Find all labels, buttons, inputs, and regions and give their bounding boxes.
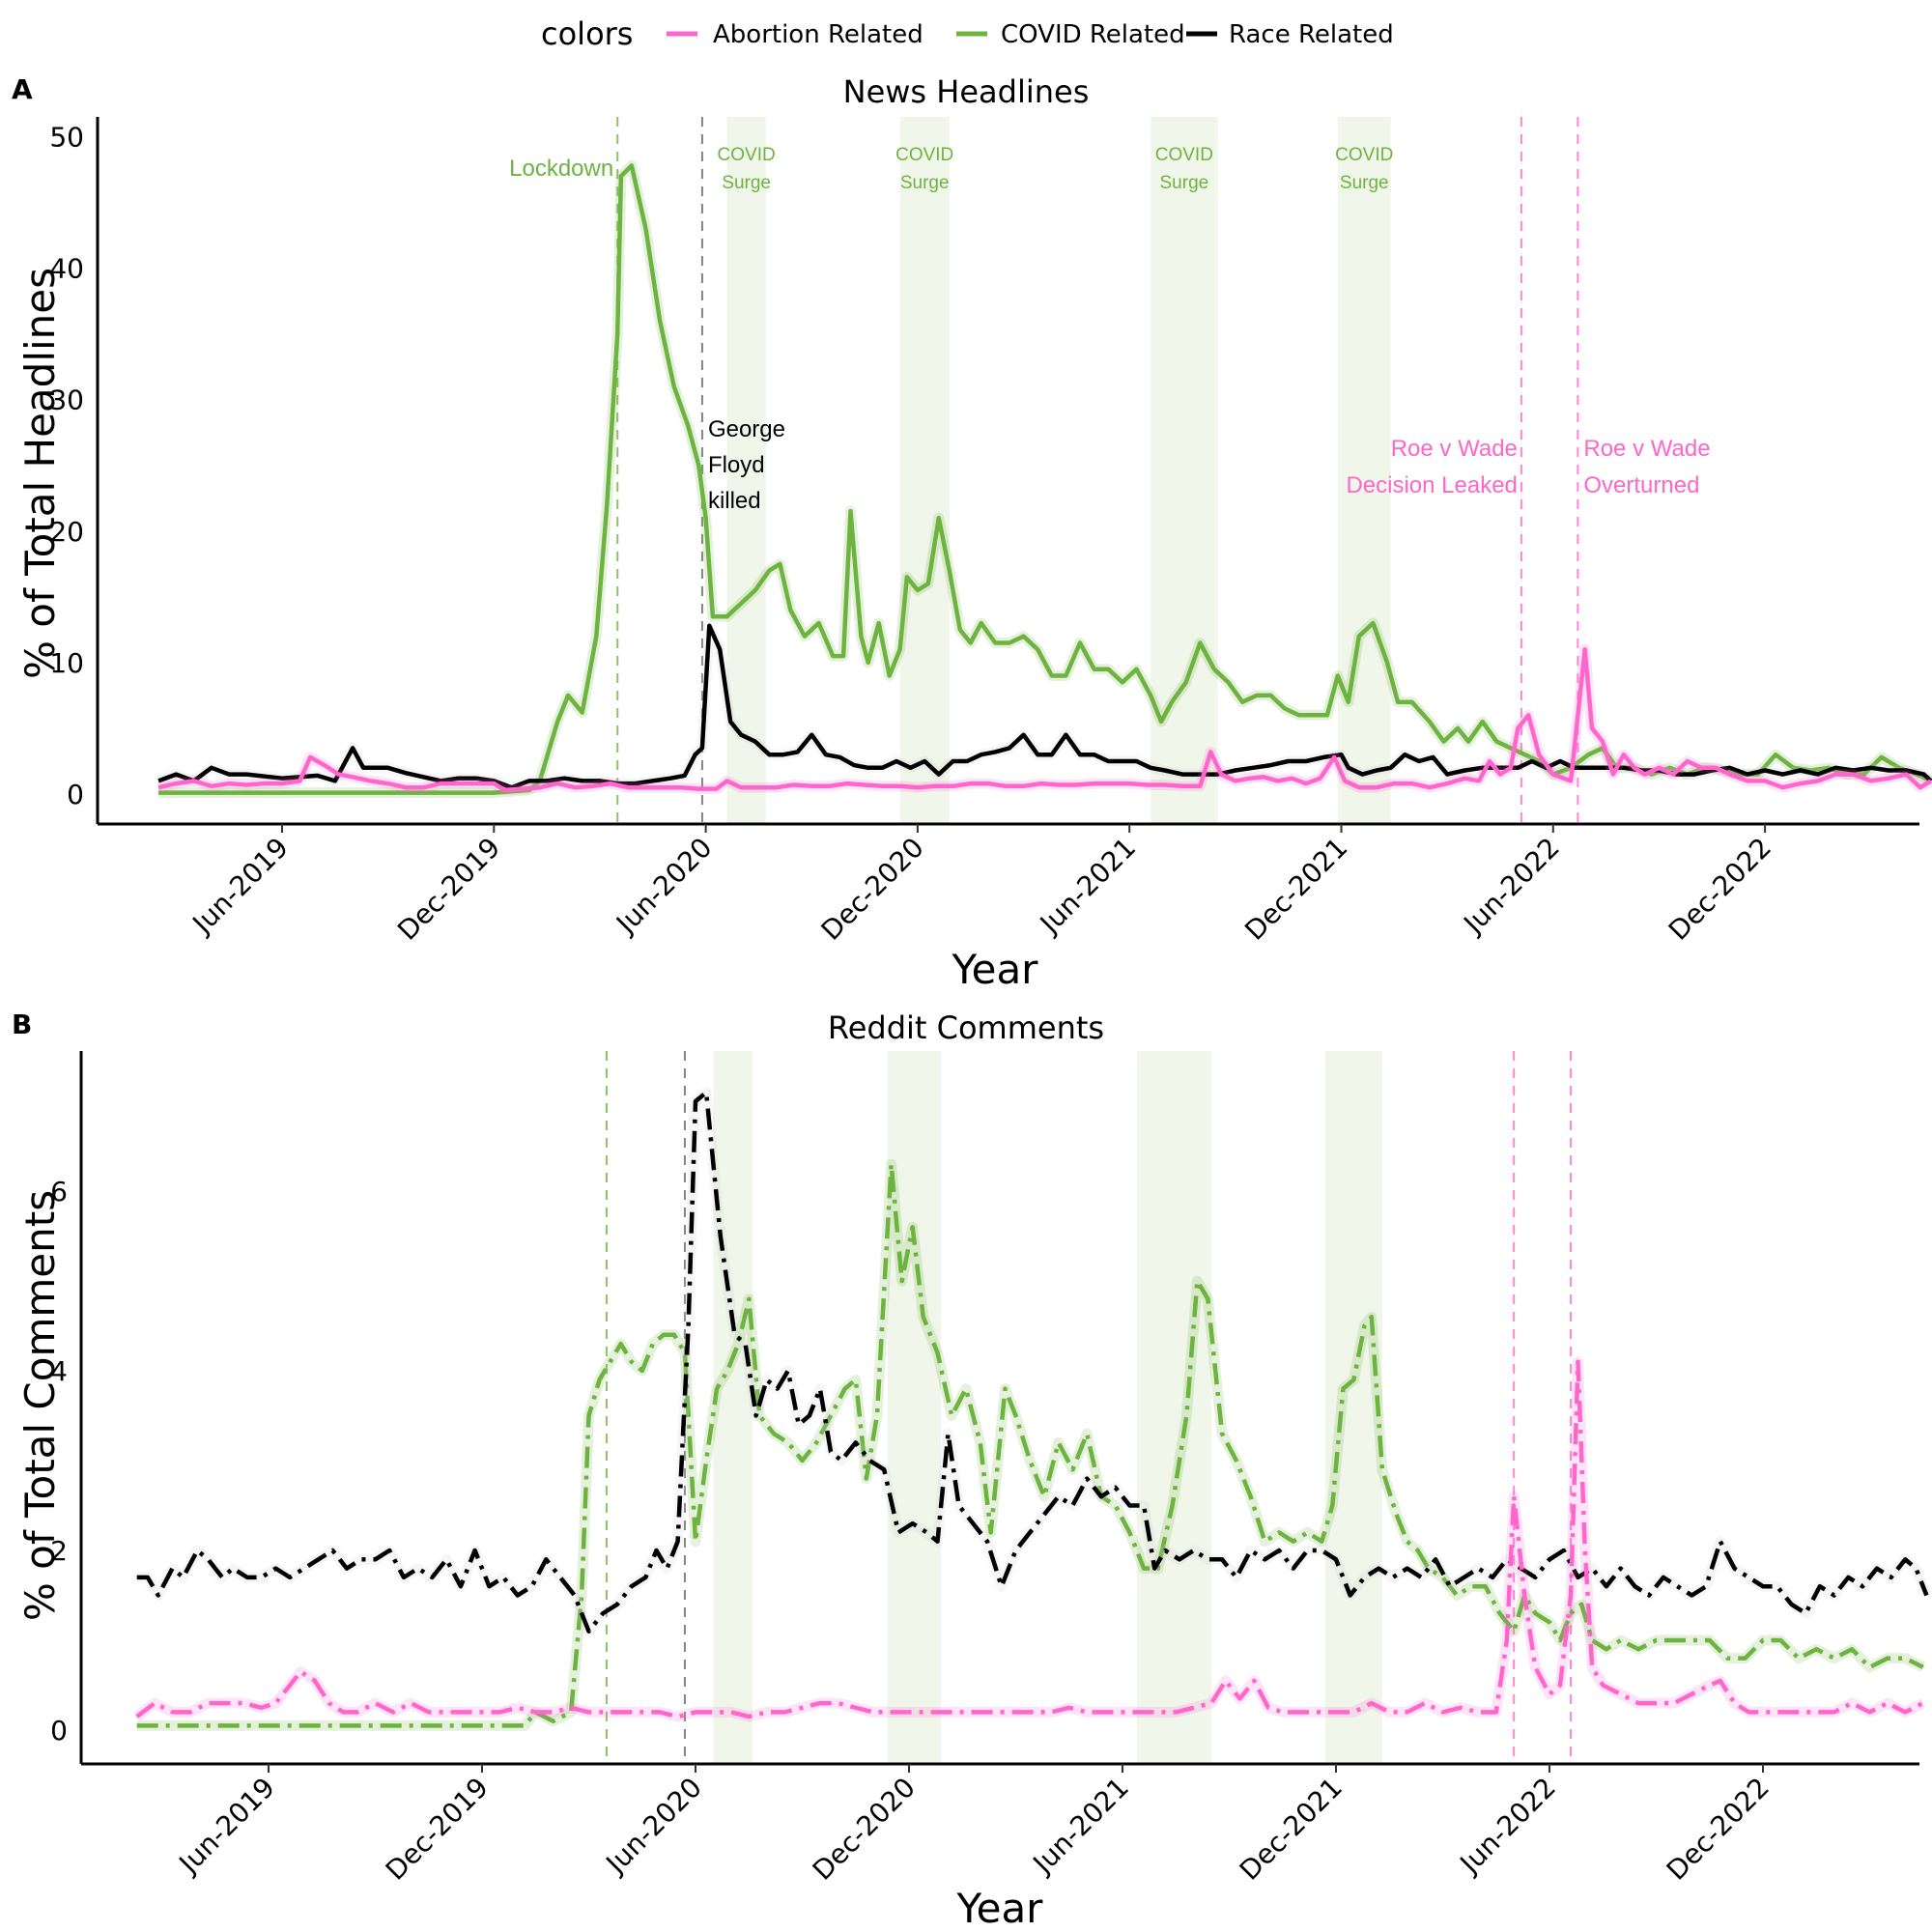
panel-a-x-tick-label: Dec-2019 — [391, 832, 506, 947]
panel-b-x-tick-label: Jun-2020 — [599, 1772, 708, 1881]
event-label: Lockdown — [509, 156, 613, 182]
legend: colors Abortion Related COVID Related Ra… — [541, 15, 1394, 52]
panel-a-x-tick-label: Jun-2019 — [185, 832, 295, 941]
panel-a-series-race-related — [157, 623, 1932, 790]
panel-b-y-tick-label: 2 — [50, 1535, 68, 1567]
panel-a-y-tick-label: 50 — [49, 121, 84, 153]
legend-title: colors — [541, 15, 633, 52]
covid-surge-label: COVID — [895, 145, 953, 165]
panel-b-y-tick-label: 4 — [50, 1355, 68, 1387]
panel-b-series-abortion-related — [135, 1359, 1924, 1719]
panel-a-y-tick-label: 40 — [49, 253, 84, 285]
panel-a-y-tick-label: 10 — [49, 647, 84, 679]
panel-a-x-axis-title: Year — [952, 946, 1039, 993]
panel-b-x-tick-label: Jun-2019 — [172, 1772, 281, 1881]
event-label: Overturned — [1583, 472, 1699, 498]
panel-b-covid-surge-band — [713, 1051, 753, 1764]
panel-a-title: News Headlines — [843, 73, 1090, 110]
panel-b-x-tick-label: Jun-2022 — [1453, 1772, 1562, 1881]
panel-a-x-tick-label: Dec-2022 — [1662, 832, 1777, 947]
legend-label-race: Race Related — [1229, 20, 1394, 49]
panel-a-x-tick-label: Jun-2021 — [1033, 832, 1142, 941]
panel-a-covid-surge-band — [1151, 117, 1218, 824]
panel-a-y-axis-title: % of Total Headlines — [16, 268, 64, 679]
panel-a-y-tick-label: 20 — [49, 516, 84, 548]
panel-a-x-tick-label: Dec-2020 — [815, 832, 930, 947]
panel-b-y-tick-label: 6 — [50, 1176, 68, 1208]
panel-a-covid-surge-band — [726, 117, 766, 824]
panel-a-x-tick-label: Jun-2022 — [1457, 832, 1566, 941]
panel-b-y-axis-title: % of Total Comments — [16, 1190, 64, 1621]
legend-label-abortion: Abortion Related — [713, 20, 923, 49]
covid-surge-label: Surge — [900, 173, 950, 193]
panel-b-reddit-comments: B Reddit Comments 0 2 4 6 Jun-2019 Dec-2019 Ju… — [12, 1009, 1932, 1932]
panel-b-x-tick-label: Dec-2019 — [380, 1772, 495, 1887]
panel-a-x-tick-label: Dec-2021 — [1238, 832, 1353, 947]
legend-label-covid: COVID Related — [1001, 20, 1185, 49]
panel-b-event-lines — [605, 1051, 1573, 1764]
covid-surge-label: COVID — [1335, 145, 1393, 165]
panel-b-covid-surge-band — [887, 1051, 942, 1764]
panel-b-x-tick-label: Dec-2022 — [1661, 1772, 1776, 1887]
panel-b-x-tick-label: Jun-2021 — [1026, 1772, 1135, 1881]
covid-surge-label: Surge — [722, 173, 771, 193]
panel-b-title: Reddit Comments — [828, 1009, 1104, 1046]
panel-b-covid-surge-band — [1324, 1051, 1382, 1764]
panel-b-x-axis-title: Year — [956, 1885, 1044, 1932]
panel-a-x-tick-label: Jun-2020 — [609, 832, 718, 941]
panel-b-series-covid-related — [136, 1161, 1924, 1728]
panel-a-annotations: COVID Surge COVID Surge COVID Surge COVID Surge… — [509, 145, 1710, 514]
panel-b-shaded-periods — [713, 1051, 1382, 1764]
event-label: killed — [708, 488, 761, 514]
covid-surge-label: COVID — [718, 145, 776, 165]
panel-a-y-tick-label: 30 — [49, 384, 84, 416]
panel-a-news-headlines: A News Headlines 0 10 20 30 40 50 Jun-2019 Dec-… — [12, 73, 1932, 993]
panel-a-series-band — [156, 620, 1932, 793]
panel-a-axes: 0 10 20 30 40 50 Jun-2019 Dec-2019 Jun-2020 Dec-2… — [49, 117, 1919, 947]
event-label: Floyd — [708, 452, 765, 478]
panel-a-letter: A — [12, 73, 33, 105]
panel-a-series-abortion-related — [157, 647, 1932, 793]
panel-b-covid-surge-band — [1136, 1051, 1212, 1764]
covid-surge-label: Surge — [1340, 173, 1389, 193]
event-label: Roe v Wade — [1391, 436, 1518, 462]
panel-b-series-band — [136, 1087, 1932, 1637]
covid-surge-label: COVID — [1155, 145, 1213, 165]
panel-b-letter: B — [12, 1009, 32, 1040]
panel-a-y-tick-label: 0 — [67, 779, 84, 810]
covid-surge-label: Surge — [1160, 173, 1209, 193]
panel-b-series — [133, 1087, 1932, 1731]
event-label: Decision Leaked — [1346, 472, 1517, 498]
panel-a-series-covid-related — [158, 163, 1932, 795]
panel-b-x-tick-label: Dec-2021 — [1234, 1772, 1349, 1887]
event-label: George — [708, 416, 785, 442]
panel-a-shaded-periods — [726, 117, 1391, 824]
panel-b-y-tick-label: 0 — [50, 1715, 68, 1747]
event-label: Roe v Wade — [1583, 436, 1710, 462]
panel-b-series-race-related — [136, 1090, 1929, 1634]
panel-a-covid-surge-band — [899, 117, 950, 824]
panel-b-x-tick-label: Dec-2020 — [807, 1772, 922, 1887]
panel-a-event-lines — [616, 117, 1579, 824]
panel-a-series — [156, 159, 1932, 799]
panel-a-covid-surge-band — [1337, 117, 1391, 824]
